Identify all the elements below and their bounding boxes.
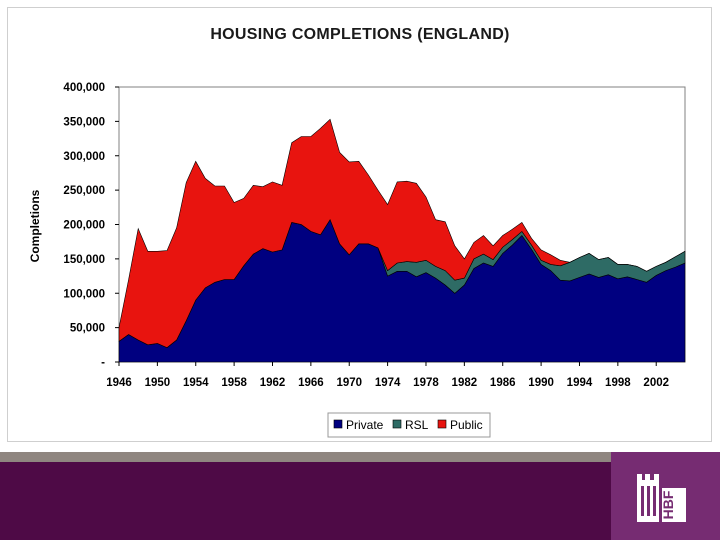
y-axis-title: Completions — [28, 189, 42, 262]
y-tick-label: 200,000 — [63, 220, 105, 232]
x-tick-label: 1958 — [221, 377, 247, 389]
y-tick-label: 150,000 — [63, 254, 105, 266]
legend-swatch-public — [437, 419, 447, 429]
area-series-group — [118, 118, 686, 363]
x-tick-label: 1966 — [298, 377, 324, 389]
chart-title: HOUSING COMPLETIONS (ENGLAND) — [210, 26, 509, 43]
hbf-logo-icon: HBF — [637, 474, 686, 522]
legend-label-rsl: RSL — [405, 418, 429, 432]
x-axis: 1946 1950 1954 1958 1962 1966 1970 1974 1978 1982… — [106, 362, 669, 389]
housing-completions-chart: HOUSING COMPLETIONS (ENGLAND) Completion… — [28, 26, 686, 438]
legend-box — [327, 412, 491, 438]
y-tick-label: 300,000 — [63, 151, 105, 163]
y-axis: - 50,000 100,000 150,000 200,000 250,000 300,0… — [63, 82, 119, 369]
footer-band — [0, 462, 720, 540]
footer-divider — [0, 452, 720, 462]
logo-text: HBF — [660, 490, 676, 519]
y-tick-label: - — [101, 357, 105, 369]
x-tick-label: 1974 — [375, 377, 401, 389]
x-tick-label: 1978 — [413, 377, 439, 389]
x-tick-label: 1982 — [452, 377, 478, 389]
area-public — [118, 118, 686, 348]
legend-label-private: Private — [346, 418, 384, 432]
y-tick-label: 250,000 — [63, 185, 105, 197]
y-tick-label: 50,000 — [70, 323, 105, 335]
x-tick-label: 2002 — [643, 377, 669, 389]
x-tick-label: 1994 — [567, 377, 593, 389]
y-tick-label: 100,000 — [63, 288, 105, 300]
legend-label-public: Public — [450, 418, 483, 432]
x-tick-label: 1990 — [528, 377, 554, 389]
x-tick-label: 1946 — [106, 377, 132, 389]
x-tick-label: 1986 — [490, 377, 516, 389]
y-tick-label: 400,000 — [63, 82, 105, 94]
x-tick-label: 1954 — [183, 377, 209, 389]
x-tick-label: 1950 — [145, 377, 171, 389]
x-tick-label: 1970 — [336, 377, 362, 389]
y-tick-label: 350,000 — [63, 116, 105, 128]
x-tick-label: 1962 — [260, 377, 286, 389]
legend-swatch-rsl — [392, 419, 402, 429]
legend: Private RSL Public — [327, 412, 491, 438]
legend-swatch-private — [333, 419, 343, 429]
x-tick-label: 1998 — [605, 377, 631, 389]
